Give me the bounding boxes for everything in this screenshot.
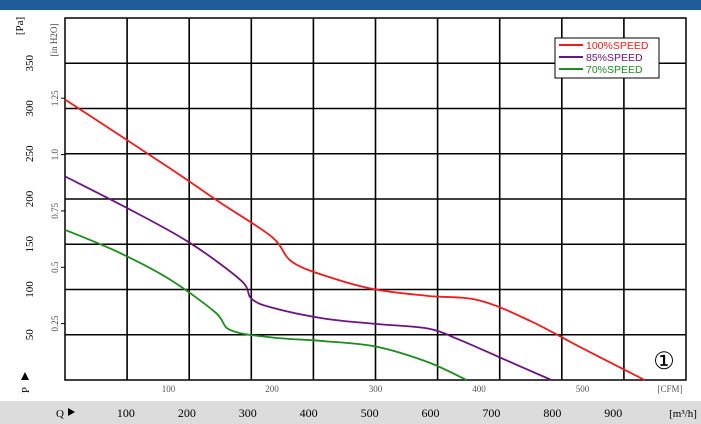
pa-tick-label: 350 xyxy=(24,55,36,72)
pa-tick-label: 50 xyxy=(24,329,36,341)
header-bar xyxy=(0,0,701,10)
pa-tick-label: 250 xyxy=(24,145,36,162)
m3h-tick-label: 300 xyxy=(239,406,257,420)
curve-70-speed xyxy=(64,228,467,381)
cfm-unit-label: [CFM] xyxy=(657,384,682,394)
pa-tick-label: 150 xyxy=(24,236,36,253)
pa-tick-label: 200 xyxy=(24,190,36,207)
legend-label: 85%SPEED xyxy=(586,52,643,64)
m3h-tick-label: 600 xyxy=(422,406,440,420)
m3h-tick-labels: 100 200 300 400 500 600 700 800 900 xyxy=(117,406,622,420)
pa-tick-labels: 50 100 150 200 250 300 350 xyxy=(24,55,36,341)
pa-tick-label: 100 xyxy=(24,281,36,298)
plot-grid xyxy=(65,18,686,380)
cfm-tick-label: 200 xyxy=(265,384,279,394)
m3h-tick-label: 100 xyxy=(117,406,135,420)
inh2o-unit-label: [in H2O] xyxy=(49,24,59,57)
pa-unit-label: [Pa] xyxy=(14,17,26,35)
q-arrow-icon xyxy=(68,408,75,416)
inh2o-tick-label: 0.5 xyxy=(50,261,60,273)
curve-85-speed xyxy=(64,175,552,381)
legend-label: 100%SPEED xyxy=(586,40,649,52)
inh2o-tick-label: 0.25 xyxy=(50,315,60,331)
m3h-tick-label: 700 xyxy=(482,406,500,420)
m3h-tick-label: 800 xyxy=(543,406,561,420)
q-label: Q xyxy=(56,408,64,420)
legend-label: 70%SPEED xyxy=(586,64,643,76)
p-label: P xyxy=(20,387,32,393)
p-arrow-icon xyxy=(21,372,29,380)
curve-100-speed xyxy=(64,98,646,381)
cfm-tick-label: 500 xyxy=(576,384,590,394)
inh2o-tick-label: 1.25 xyxy=(50,90,60,106)
m3h-tick-label: 500 xyxy=(361,406,379,420)
inh2o-tick-label: 1.0 xyxy=(50,148,60,160)
pa-tick-label: 300 xyxy=(24,100,36,117)
inh2o-tick-label: 0.75 xyxy=(50,203,60,219)
m3h-tick-label: 200 xyxy=(178,406,196,420)
inh2o-tick-labels: 0.25 0.5 0.75 1.0 1.25 xyxy=(50,90,65,332)
cfm-tick-labels: 100 200 300 400 500 xyxy=(162,384,590,394)
m3h-unit-label: [m³/h] xyxy=(669,408,697,420)
m3h-tick-label: 900 xyxy=(604,406,622,420)
m3h-axis-band xyxy=(0,401,701,424)
m3h-tick-label: 400 xyxy=(300,406,318,420)
curve-number-badge: ① xyxy=(653,349,675,375)
cfm-tick-label: 400 xyxy=(472,384,486,394)
cfm-tick-label: 100 xyxy=(162,384,176,394)
curves xyxy=(64,98,646,381)
cfm-tick-label: 300 xyxy=(369,384,383,394)
